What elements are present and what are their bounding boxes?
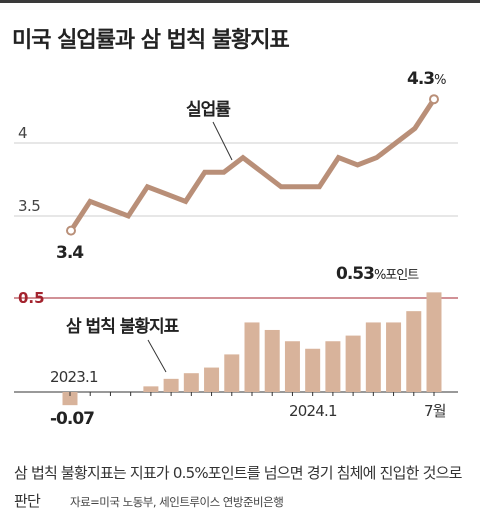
chart-area: 4 3.5 3.4 4.3% 실업률 0.5 0.53%포인트 -0.07 삼 … [14, 69, 458, 429]
x-label-2024-1: 2024.1 [289, 402, 337, 420]
bar [264, 329, 280, 392]
bar [62, 392, 78, 406]
caption-text: 삼 법칙 불황지표는 지표가 0.5%포인트를 넘으면 경기 침체에 진입한 것… [14, 464, 462, 510]
line-end-unit: % [434, 73, 446, 88]
unemployment-line [68, 96, 437, 234]
bar [365, 322, 381, 392]
line-series-label: 실업률 [186, 100, 231, 120]
bar-series-label: 삼 법칙 불황지표 [66, 317, 180, 337]
chart-title: 미국 실업률과 삼 법칙 불황지표 [12, 28, 290, 53]
x-ticks-group [69, 392, 435, 396]
bar [406, 311, 422, 392]
bar-end-value: 0.53 [336, 264, 374, 284]
bar [204, 367, 220, 392]
bar [163, 378, 179, 392]
bar-end-label: 0.53%포인트 [336, 264, 419, 284]
bar [345, 335, 361, 392]
threshold-label: 0.5 [18, 289, 45, 307]
line-series-leader [212, 121, 233, 161]
line-ytick-4: 4 [18, 124, 27, 142]
x-label-july: 7월 [424, 402, 446, 420]
bar-start-label: -0.07 [50, 409, 94, 429]
bar [426, 292, 442, 392]
x-label-2023-1: 2023.1 [50, 368, 98, 386]
line-end-value: 4.3 [407, 69, 434, 89]
bar [325, 341, 341, 392]
caption: 삼 법칙 불황지표는 지표가 0.5%포인트를 넘으면 경기 침체에 진입한 것… [14, 459, 474, 516]
bars-group [62, 292, 442, 406]
bar [386, 322, 402, 392]
bar [305, 348, 321, 392]
line-ytick-3-5: 3.5 [18, 197, 40, 215]
bar [284, 341, 300, 392]
bar-series-leader [147, 339, 167, 373]
bar [244, 322, 260, 392]
top-rule [0, 0, 480, 3]
line-end-label: 4.3% [407, 69, 446, 89]
line-start-label: 3.4 [56, 243, 84, 263]
bar [224, 354, 240, 392]
bar [143, 386, 159, 392]
bar [183, 373, 199, 392]
source-note: 자료=미국 노동부, 세인트루이스 연방준비은행 [70, 495, 284, 509]
line-start-marker [66, 225, 76, 236]
line-end-marker [429, 94, 439, 105]
bar-end-unit: %포인트 [374, 268, 419, 283]
